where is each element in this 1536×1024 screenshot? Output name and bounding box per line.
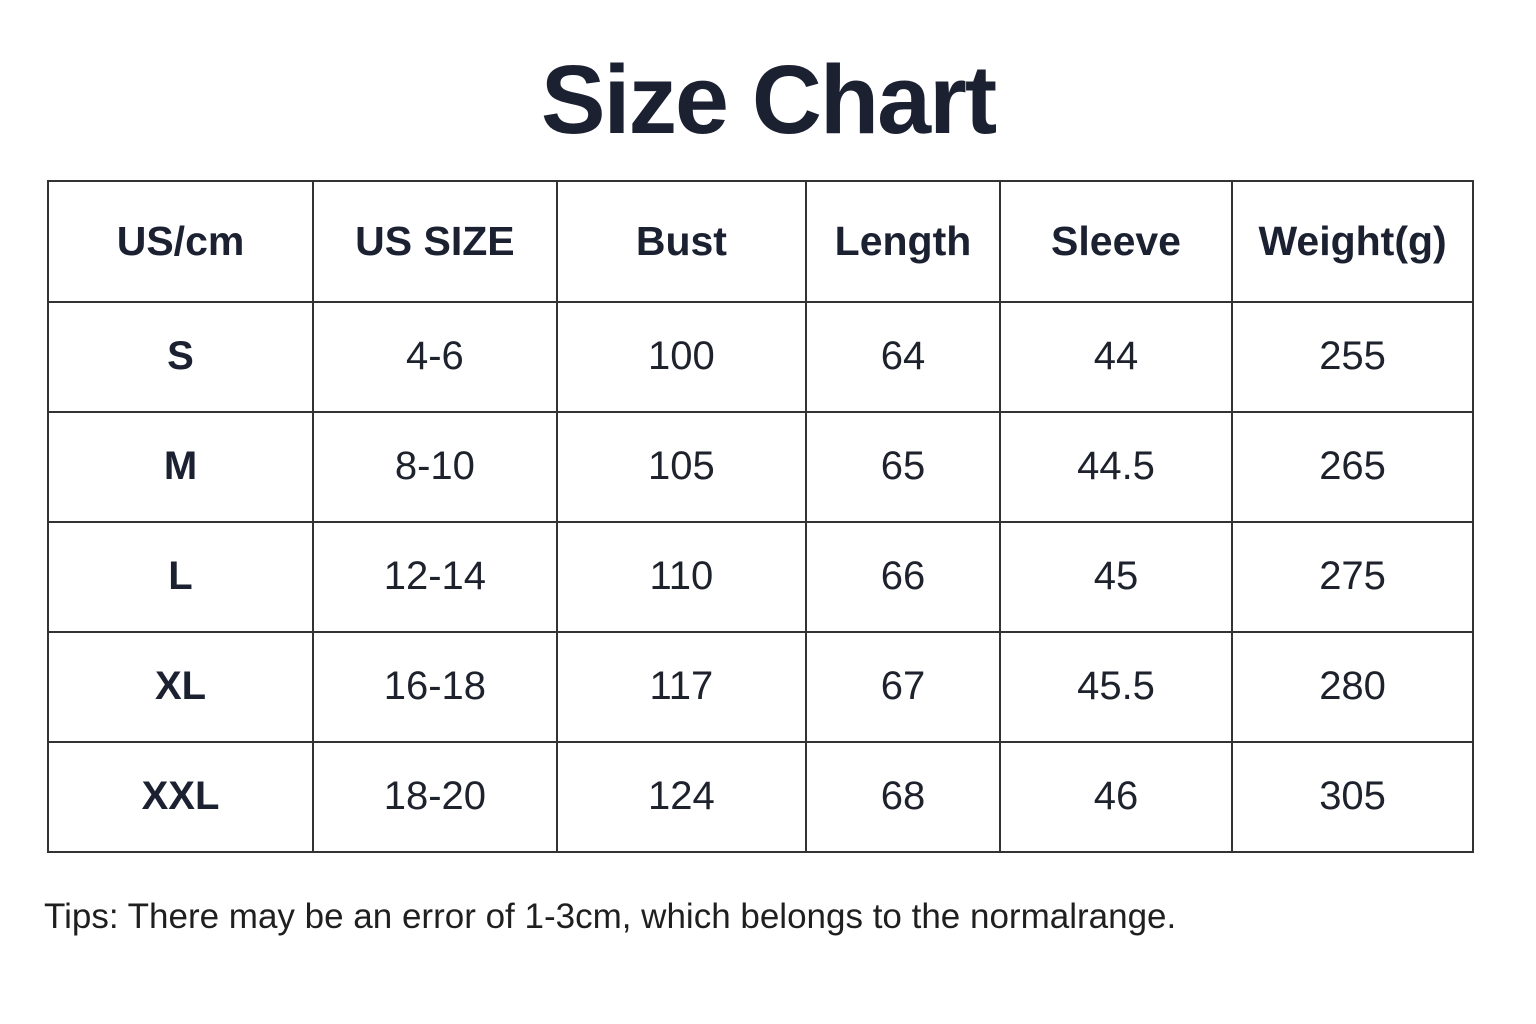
- value-cell: 66: [805, 520, 1001, 633]
- value-cell: 68: [805, 740, 1001, 853]
- value-cell: 100: [555, 300, 808, 413]
- value-cell: 18-20: [312, 740, 558, 853]
- column-header: Sleeve: [998, 179, 1234, 303]
- column-header: Weight(g): [1231, 179, 1474, 303]
- size-label-cell: S: [46, 300, 315, 413]
- table-row: M 8-10 105 65 44.5 265: [46, 410, 1474, 523]
- value-cell: 64: [805, 300, 1001, 413]
- header-row: US/cm US SIZE Bust Length Sleeve Weight(g): [46, 179, 1474, 303]
- column-header: Bust: [555, 179, 808, 303]
- value-cell: 4-6: [312, 300, 558, 413]
- table-row: XL 16-18 117 67 45.5 280: [46, 630, 1474, 743]
- value-cell: 117: [555, 630, 808, 743]
- value-cell: 105: [555, 410, 808, 523]
- column-header: US SIZE: [312, 179, 558, 303]
- value-cell: 275: [1231, 520, 1474, 633]
- tips-note: Tips: There may be an error of 1-3cm, wh…: [44, 896, 1177, 936]
- table-row: XXL 18-20 124 68 46 305: [46, 740, 1474, 853]
- value-cell: 280: [1231, 630, 1474, 743]
- value-cell: 46: [998, 740, 1234, 853]
- page-title: Size Chart: [540, 45, 997, 154]
- value-cell: 44: [998, 300, 1234, 413]
- value-cell: 45.5: [998, 630, 1234, 743]
- value-cell: 45: [998, 520, 1234, 633]
- table-row: S 4-6 100 64 44 255: [46, 300, 1474, 413]
- value-cell: 12-14: [312, 520, 558, 633]
- value-cell: 65: [805, 410, 1001, 523]
- table-body: S 4-6 100 64 44 255 M 8-10 105 65 44.5 265 L 12-14 110…: [46, 300, 1474, 853]
- column-header: Length: [805, 179, 1001, 303]
- value-cell: 305: [1231, 740, 1474, 853]
- value-cell: 8-10: [312, 410, 558, 523]
- size-label-cell: XL: [46, 630, 315, 743]
- value-cell: 110: [555, 520, 808, 633]
- value-cell: 67: [805, 630, 1001, 743]
- value-cell: 44.5: [998, 410, 1234, 523]
- value-cell: 16-18: [312, 630, 558, 743]
- value-cell: 255: [1231, 300, 1474, 413]
- value-cell: 124: [555, 740, 808, 853]
- table-row: L 12-14 110 66 45 275: [46, 520, 1474, 633]
- size-label-cell: L: [46, 520, 315, 633]
- size-label-cell: XXL: [46, 740, 315, 853]
- table-header: US/cm US SIZE Bust Length Sleeve Weight(g): [46, 179, 1474, 303]
- value-cell: 265: [1231, 410, 1474, 523]
- column-header: US/cm: [46, 179, 315, 303]
- size-label-cell: M: [46, 410, 315, 523]
